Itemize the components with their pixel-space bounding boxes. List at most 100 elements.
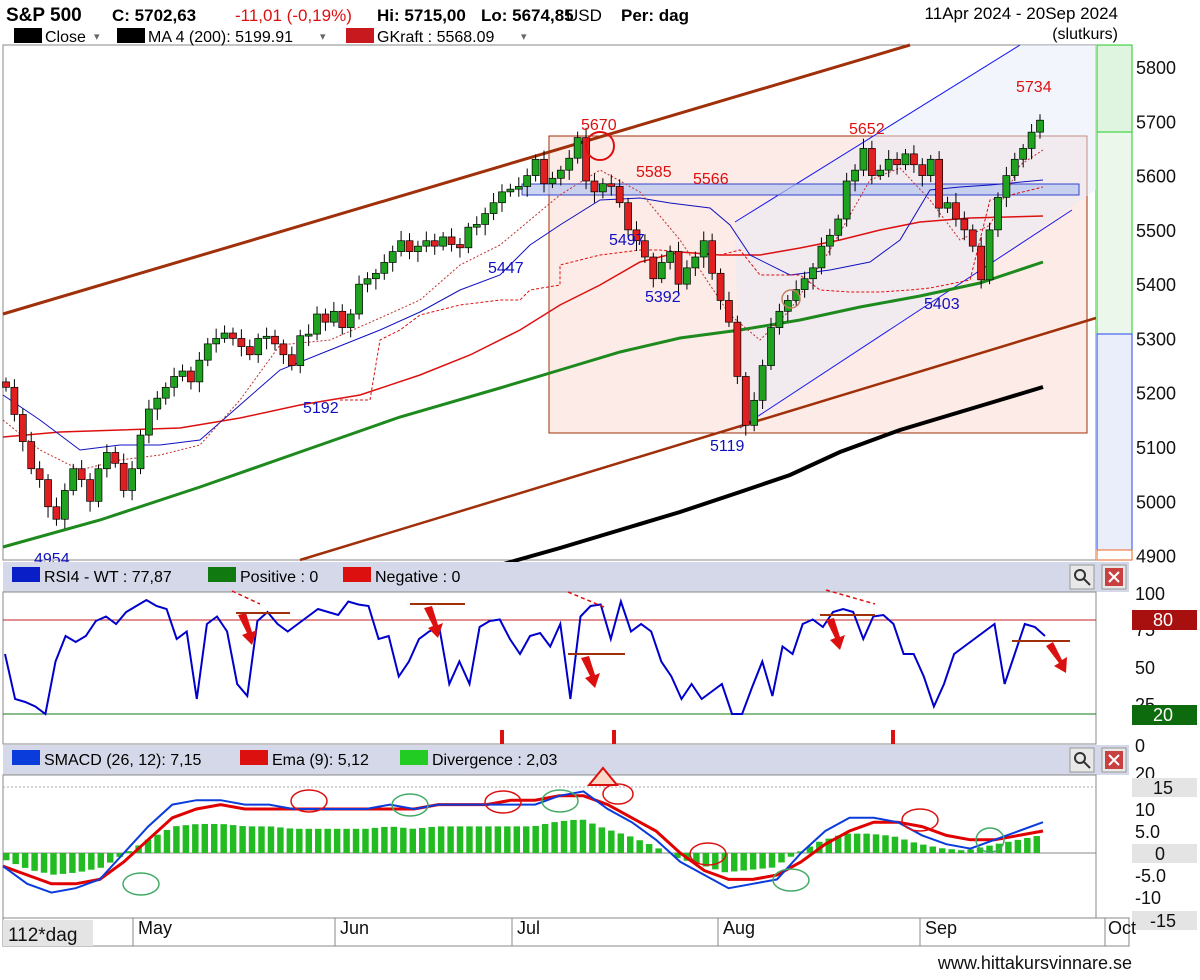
rsi-tick-100: 100	[1135, 584, 1165, 604]
divergence-bar	[182, 825, 190, 853]
candle-body	[624, 202, 632, 231]
divergence-bar	[797, 851, 804, 853]
divergence-bar	[390, 826, 398, 853]
divergence-bar	[305, 828, 312, 853]
divergence-bar	[579, 819, 587, 853]
candle-body	[187, 370, 195, 383]
macd-tick-15: 15	[1153, 778, 1173, 798]
divergence-bar	[1033, 836, 1040, 853]
divergence-bar	[504, 826, 511, 853]
candle-body	[632, 229, 641, 242]
month-jul: Jul	[517, 918, 540, 938]
candle-body	[506, 188, 515, 193]
candle-body	[153, 397, 162, 410]
month-sep: Sep	[925, 918, 957, 938]
divergence-bar	[192, 824, 199, 853]
divergence-bar	[778, 853, 785, 863]
candle-body	[18, 414, 27, 442]
rsi-level-20: 20	[1153, 705, 1173, 725]
rsi-close-button[interactable]	[1101, 564, 1127, 590]
macd-zoom-button[interactable]	[1069, 747, 1095, 773]
candle-body	[271, 335, 279, 345]
divergence-bar	[967, 849, 974, 853]
divergence-bar	[636, 840, 643, 853]
candle-body	[842, 180, 851, 220]
chevron-down-icon[interactable]: ▾	[320, 31, 326, 43]
candle-body	[161, 386, 170, 399]
macd-tick-0: 0	[1155, 844, 1165, 864]
divergence-bar	[315, 828, 322, 853]
legend-ma[interactable]: MA 4 (200): 5199.91 ▾	[117, 28, 326, 46]
candle-body	[405, 240, 414, 252]
candle-body	[170, 376, 178, 388]
divergence-bar	[220, 824, 227, 853]
candle-body	[464, 226, 473, 249]
blue-channel	[735, 45, 1096, 430]
candle-body	[304, 333, 313, 337]
chevron-down-icon[interactable]: ▾	[94, 31, 100, 43]
rsi-axis: 100 75 50 25 0 80 20	[1132, 584, 1197, 756]
ema-label: Ema (9): 5,12	[272, 752, 369, 769]
divergence-bar	[466, 826, 473, 853]
divergence-bar	[21, 853, 29, 868]
candle-body	[77, 468, 86, 480]
rsi-tick-0: 0	[1135, 736, 1145, 756]
divergence-bar	[409, 828, 416, 853]
divergence-bar	[258, 826, 265, 853]
ma-green-line	[2, 260, 1044, 549]
website-link[interactable]: www.hittakursvinnare.se	[937, 953, 1132, 973]
legend-gkraft[interactable]: GKraft : 5568.09 ▾	[346, 28, 527, 46]
candle-body	[725, 300, 733, 323]
candle-body	[94, 468, 103, 502]
divergence-bar	[362, 828, 369, 853]
divergence-bar	[456, 826, 464, 853]
divergence-bar	[835, 835, 842, 853]
candle-body	[60, 490, 69, 520]
divergence-bar	[882, 835, 889, 853]
candle-body	[540, 158, 548, 185]
divergence-bar	[107, 853, 114, 863]
divergence-bar	[976, 847, 984, 853]
macd-close-button[interactable]	[1101, 747, 1127, 773]
candle-body	[178, 370, 187, 377]
currency: USD	[566, 6, 602, 25]
annotation-5585: 5585	[636, 164, 672, 181]
candle-body	[985, 229, 994, 281]
annotation-5192: 5192	[303, 400, 339, 417]
macd-tick-neg10: -10	[1135, 888, 1161, 908]
low-value: Lo: 5674,85	[481, 6, 574, 25]
candle-body	[355, 283, 363, 315]
divergence-bar	[929, 846, 936, 853]
divergence-bar	[447, 826, 454, 853]
candle-body	[943, 202, 952, 209]
legend-close[interactable]: Close ▾	[14, 28, 100, 46]
candle-body	[531, 158, 540, 176]
candle-body	[372, 272, 380, 280]
candle-body	[237, 338, 246, 347]
period: Per: dag	[621, 6, 689, 25]
candle-body	[2, 381, 10, 388]
chevron-down-icon[interactable]: ▾	[521, 31, 527, 43]
candle-body	[968, 229, 977, 247]
price-tick: 5300	[1136, 329, 1176, 349]
divergence-bar	[485, 826, 492, 853]
candle-body	[884, 158, 893, 171]
candle-body	[313, 313, 321, 335]
candle-body	[893, 158, 901, 166]
interval-label[interactable]: 112*dag	[8, 925, 77, 946]
divergence-bar	[352, 828, 360, 853]
candle-body	[254, 338, 263, 356]
divergence-bar	[211, 823, 218, 853]
candle-body	[481, 213, 490, 225]
annotation-5392: 5392	[645, 289, 681, 306]
rsi-zoom-button[interactable]	[1069, 564, 1095, 590]
candle-body	[498, 191, 506, 204]
candle-body	[868, 148, 876, 176]
date-range: 11Apr 2024 - 20Sep 2024	[925, 4, 1118, 23]
divergence-bar	[116, 853, 123, 857]
rsi-label: RSI4 - WT : 77,87	[44, 569, 172, 586]
candle-body	[195, 359, 204, 383]
macd-tick-neg15: -15	[1150, 911, 1176, 931]
annotation-5670: 5670	[581, 117, 617, 134]
candle-body	[1019, 148, 1028, 160]
